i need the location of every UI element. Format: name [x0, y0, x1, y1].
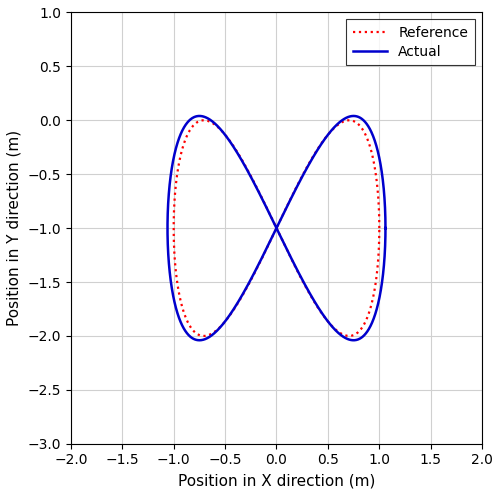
- Actual: [350, 113, 356, 119]
- Reference: [298, 275, 304, 281]
- Actual: [380, 265, 386, 271]
- Actual: [350, 337, 356, 343]
- Line: Reference: Reference: [174, 120, 380, 336]
- Actual: [165, 243, 171, 249]
- Legend: Reference, Actual: Reference, Actual: [346, 19, 475, 65]
- Reference: [374, 262, 380, 268]
- Reference: [174, 277, 180, 283]
- Reference: [376, 225, 382, 231]
- Line: Actual: Actual: [168, 116, 386, 340]
- Actual: [296, 270, 302, 276]
- Y-axis label: Position in Y direction (m): Position in Y direction (m): [7, 130, 22, 326]
- Reference: [171, 243, 177, 249]
- Actual: [380, 266, 386, 272]
- Reference: [374, 263, 380, 269]
- Reference: [371, 161, 377, 167]
- Reference: [376, 225, 382, 231]
- Reference: [346, 333, 352, 339]
- Actual: [382, 225, 388, 231]
- X-axis label: Position in X direction (m): Position in X direction (m): [178, 473, 375, 488]
- Actual: [376, 156, 382, 162]
- Actual: [382, 225, 388, 231]
- Reference: [346, 117, 352, 123]
- Actual: [168, 277, 173, 283]
